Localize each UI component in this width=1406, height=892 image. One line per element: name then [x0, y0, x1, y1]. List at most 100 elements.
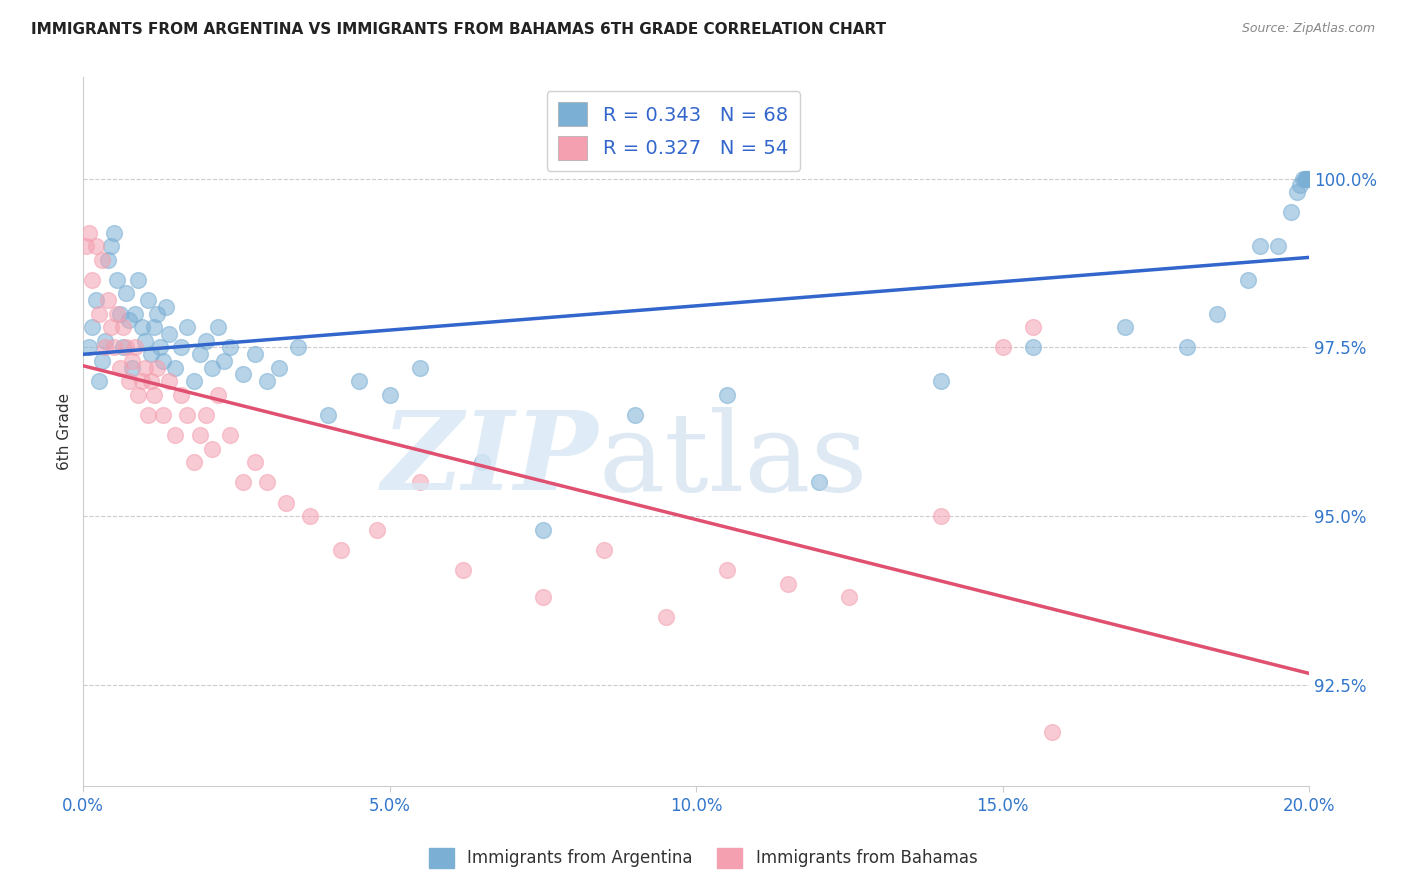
Point	[121, 360, 143, 375]
Point	[471, 455, 494, 469]
Point	[838, 590, 860, 604]
Text: IMMIGRANTS FROM ARGENTINA VS IMMIGRANTS FROM BAHAMAS 6TH GRADE CORRELATION CHART: IMMIGRANTS FROM ARGENTINA VS IMMIGRANTS …	[31, 22, 886, 37]
Point	[79, 340, 101, 354]
Point	[134, 334, 156, 348]
Point	[219, 428, 242, 442]
Point	[100, 320, 122, 334]
Point	[87, 307, 110, 321]
Point	[329, 542, 352, 557]
Point	[103, 226, 125, 240]
Point	[188, 428, 211, 442]
Point	[105, 273, 128, 287]
Point	[1040, 725, 1063, 739]
Point	[112, 320, 135, 334]
Point	[139, 347, 162, 361]
Point	[778, 576, 800, 591]
Point	[531, 523, 554, 537]
Text: atlas: atlas	[598, 407, 868, 514]
Point	[1294, 171, 1316, 186]
Point	[118, 374, 141, 388]
Point	[366, 523, 388, 537]
Point	[100, 239, 122, 253]
Point	[207, 387, 229, 401]
Point	[115, 340, 138, 354]
Point	[84, 293, 107, 308]
Point	[1175, 340, 1198, 354]
Point	[716, 387, 738, 401]
Point	[157, 326, 180, 341]
Point	[112, 340, 135, 354]
Point	[165, 428, 187, 442]
Point	[409, 360, 432, 375]
Point	[142, 320, 165, 334]
Point	[124, 340, 146, 354]
Point	[127, 273, 149, 287]
Point	[93, 334, 115, 348]
Point	[152, 354, 174, 368]
Point	[1296, 171, 1319, 186]
Point	[347, 374, 370, 388]
Point	[207, 320, 229, 334]
Point	[1249, 239, 1271, 253]
Point	[531, 590, 554, 604]
Point	[170, 340, 193, 354]
Point	[1295, 171, 1317, 186]
Point	[991, 340, 1014, 354]
Point	[127, 387, 149, 401]
Point	[105, 307, 128, 321]
Point	[118, 313, 141, 327]
Point	[136, 293, 159, 308]
Point	[121, 354, 143, 368]
Point	[176, 320, 198, 334]
Point	[1236, 273, 1258, 287]
Point	[201, 442, 224, 456]
Point	[232, 475, 254, 490]
Point	[931, 374, 953, 388]
Point	[1022, 320, 1045, 334]
Point	[378, 387, 401, 401]
Point	[188, 347, 211, 361]
Point	[232, 368, 254, 382]
Legend: R = 0.343   N = 68, R = 0.327   N = 54: R = 0.343 N = 68, R = 0.327 N = 54	[547, 91, 800, 171]
Point	[108, 307, 131, 321]
Point	[269, 360, 291, 375]
Point	[194, 408, 217, 422]
Point	[1114, 320, 1136, 334]
Point	[90, 252, 112, 267]
Point	[170, 387, 193, 401]
Point	[256, 374, 278, 388]
Point	[274, 496, 297, 510]
Point	[1289, 178, 1312, 193]
Text: ZIP: ZIP	[381, 407, 598, 514]
Point	[201, 360, 224, 375]
Point	[243, 347, 266, 361]
Point	[134, 360, 156, 375]
Point	[87, 374, 110, 388]
Point	[142, 387, 165, 401]
Point	[131, 374, 153, 388]
Legend: Immigrants from Argentina, Immigrants from Bahamas: Immigrants from Argentina, Immigrants fr…	[422, 841, 984, 875]
Point	[1296, 171, 1319, 186]
Point	[155, 300, 177, 314]
Y-axis label: 6th Grade: 6th Grade	[58, 393, 72, 470]
Point	[90, 354, 112, 368]
Point	[183, 374, 205, 388]
Point	[97, 293, 120, 308]
Point	[75, 239, 97, 253]
Point	[287, 340, 309, 354]
Point	[1279, 205, 1302, 219]
Point	[93, 340, 115, 354]
Point	[157, 374, 180, 388]
Text: Source: ZipAtlas.com: Source: ZipAtlas.com	[1241, 22, 1375, 36]
Point	[79, 226, 101, 240]
Point	[146, 360, 169, 375]
Point	[243, 455, 266, 469]
Point	[152, 408, 174, 422]
Point	[219, 340, 242, 354]
Point	[103, 340, 125, 354]
Point	[108, 360, 131, 375]
Point	[82, 273, 104, 287]
Point	[593, 542, 616, 557]
Point	[931, 509, 953, 524]
Point	[1206, 307, 1229, 321]
